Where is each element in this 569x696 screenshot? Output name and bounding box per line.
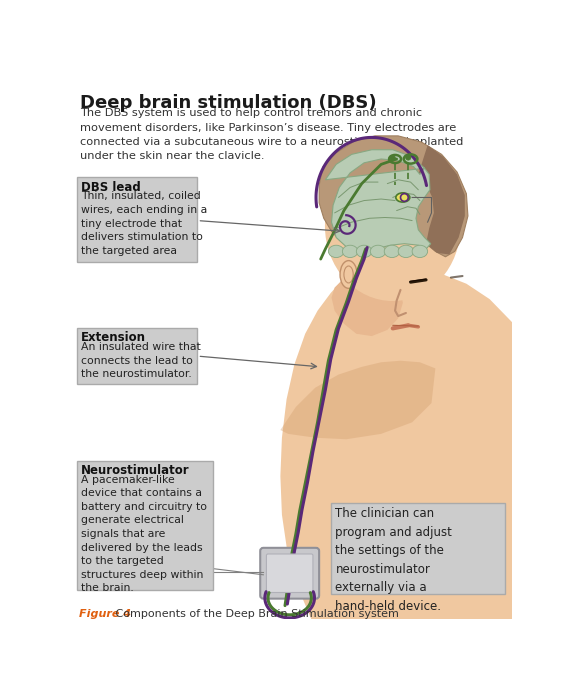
Circle shape (406, 155, 411, 160)
Polygon shape (281, 361, 435, 439)
Ellipse shape (412, 245, 428, 258)
FancyBboxPatch shape (260, 548, 319, 599)
Polygon shape (319, 136, 468, 257)
Polygon shape (325, 150, 431, 251)
FancyBboxPatch shape (331, 503, 505, 594)
Text: Thin, insulated, coiled
wires, each ending in a
tiny electrode that
delivers sti: Thin, insulated, coiled wires, each endi… (81, 191, 208, 255)
Ellipse shape (398, 245, 414, 258)
FancyBboxPatch shape (77, 177, 197, 262)
Text: The clinician can
program and adjust
the settings of the
neurostimulator
externa: The clinician can program and adjust the… (335, 507, 452, 612)
Polygon shape (207, 259, 512, 619)
Circle shape (390, 155, 395, 161)
Ellipse shape (340, 260, 357, 288)
Ellipse shape (328, 245, 344, 258)
FancyBboxPatch shape (77, 329, 197, 383)
Text: Components of the Deep Brain Stimulation system: Components of the Deep Brain Stimulation… (112, 610, 399, 619)
FancyBboxPatch shape (77, 461, 213, 590)
Text: DBS lead: DBS lead (81, 180, 141, 193)
Text: Figure 4: Figure 4 (79, 610, 131, 619)
Ellipse shape (384, 245, 400, 258)
Text: Deep brain stimulation (DBS): Deep brain stimulation (DBS) (80, 94, 377, 112)
Text: Neurostimulator: Neurostimulator (81, 464, 190, 477)
FancyBboxPatch shape (266, 554, 313, 592)
Ellipse shape (356, 245, 372, 258)
Polygon shape (418, 145, 465, 255)
Ellipse shape (370, 245, 386, 258)
Text: The DBS system is used to help control tremors and chronic
movement disorders, l: The DBS system is used to help control t… (80, 108, 464, 161)
Ellipse shape (343, 245, 358, 258)
Text: Extension: Extension (81, 331, 146, 345)
Ellipse shape (396, 193, 410, 202)
Text: An insulated wire that
connects the lead to
the neurostimulator.: An insulated wire that connects the lead… (81, 342, 201, 379)
Text: A pacemaker-like
device that contains a
battery and circuitry to
generate electr: A pacemaker-like device that contains a … (81, 475, 207, 594)
Polygon shape (332, 269, 403, 336)
Circle shape (401, 193, 408, 201)
Ellipse shape (325, 151, 460, 301)
